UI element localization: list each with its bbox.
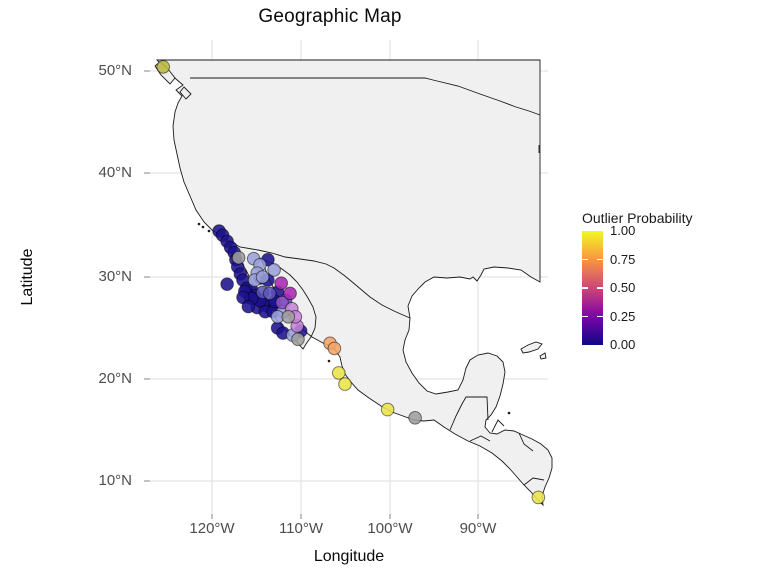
- legend-value-label: 1.00: [610, 223, 636, 238]
- x-tick-label: 110°W: [278, 520, 324, 537]
- islet-dot: [197, 222, 201, 226]
- land-polygon: [179, 86, 192, 100]
- data-point: [156, 60, 170, 74]
- data-point: [274, 276, 289, 291]
- country-border: [523, 477, 545, 486]
- y-tick-label: 30°N: [98, 268, 132, 285]
- data-point: [380, 402, 395, 417]
- legend-title: Outlier Probability: [582, 210, 693, 226]
- legend-tick-mark: [582, 315, 588, 318]
- x-tick-label: 120°W: [189, 520, 235, 537]
- data-point: [283, 286, 297, 301]
- land-polygon: [155, 59, 553, 507]
- x-tick-label: 100°W: [367, 520, 413, 537]
- data-point: [338, 377, 352, 391]
- data-point: [291, 332, 305, 347]
- data-point: [531, 490, 546, 505]
- data-point: [262, 286, 277, 301]
- data-point: [275, 295, 289, 310]
- islet-dot: [201, 225, 205, 229]
- islet-dot: [207, 229, 211, 233]
- legend-value-label: 0.25: [610, 308, 636, 324]
- x-axis-title: Longitude: [313, 548, 385, 565]
- land-polygon: [520, 341, 543, 354]
- data-point: [241, 299, 256, 314]
- y-tick-label: 10°N: [98, 472, 132, 489]
- islet-dot: [327, 359, 331, 363]
- country-border: [223, 237, 411, 319]
- data-point: [281, 310, 296, 324]
- legend-tick-mark: [597, 258, 603, 261]
- y-tick-label: 50°N: [98, 62, 132, 79]
- y-axis-title: Latitude: [19, 248, 36, 306]
- legend-tick-mark: [582, 287, 588, 289]
- legend-tick-mark: [597, 287, 603, 289]
- legend-value-label: 0.50: [610, 280, 636, 295]
- land-polygon: [539, 352, 547, 360]
- legend-tick-mark: [582, 258, 588, 261]
- data-point: [231, 250, 246, 265]
- country-border: [190, 77, 541, 116]
- islet-dot: [507, 411, 511, 415]
- country-border: [469, 435, 491, 442]
- country-border: [491, 419, 505, 433]
- legend-value-label: 0.75: [610, 251, 636, 267]
- data-point: [408, 411, 422, 425]
- data-point: [255, 270, 270, 284]
- country-border: [518, 432, 534, 452]
- country-border: [449, 396, 489, 431]
- data-point: [220, 277, 234, 292]
- legend-value-label: 0.00: [610, 337, 636, 352]
- y-tick-label: 40°N: [98, 164, 132, 181]
- data-point: [327, 341, 342, 356]
- x-tick-label: 90°W: [459, 520, 497, 537]
- plot-title: Geographic Map: [258, 6, 402, 27]
- data-point: [332, 366, 346, 380]
- data-point: [267, 263, 281, 277]
- y-tick-label: 20°N: [98, 370, 132, 387]
- legend-tick-mark: [597, 315, 603, 318]
